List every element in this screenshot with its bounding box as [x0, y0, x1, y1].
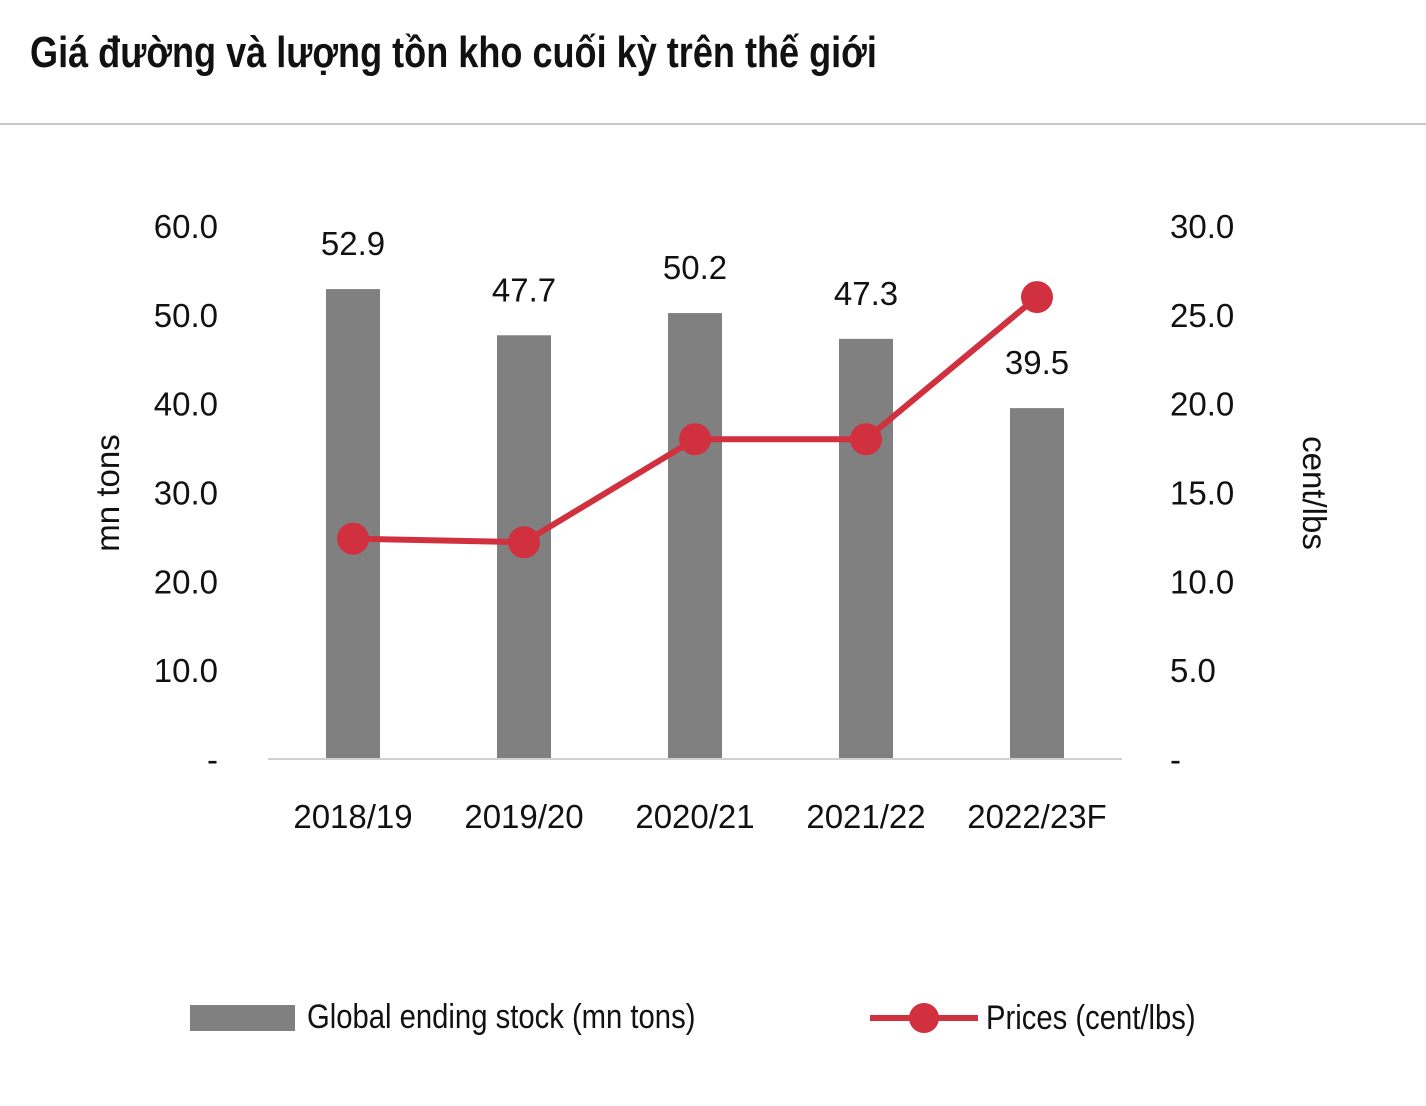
right-axis-tick: 5.0	[1170, 652, 1216, 689]
right-axis-tick: 10.0	[1170, 563, 1234, 600]
stock-bar	[668, 313, 722, 759]
stock-data-label: 50.2	[663, 249, 727, 286]
legend-item-stock: Global ending stock (mn tons)	[190, 998, 759, 1037]
x-axis-tick: 2019/20	[464, 798, 583, 835]
right-axis-ticks: - 5.0 10.0 15.0 20.0 25.0 30.0	[1170, 208, 1234, 778]
right-axis-tick: 30.0	[1170, 208, 1234, 245]
bar-series	[326, 289, 1064, 759]
price-point	[508, 526, 540, 559]
stock-data-label: 52.9	[321, 225, 385, 262]
left-axis-ticks: - 10.0 20.0 30.0 40.0 50.0 60.0	[154, 208, 218, 778]
combo-chart: - 10.0 20.0 30.0 40.0 50.0 60.0 - 5.0 10.0 15.0 20…	[89, 208, 1333, 835]
left-axis-tick: 50.0	[154, 297, 218, 334]
title-divider	[0, 123, 1426, 125]
price-line-series	[337, 281, 1053, 559]
left-axis-tick: -	[207, 741, 218, 778]
x-axis-tick: 2018/19	[293, 798, 412, 835]
right-axis-label: cent/lbs	[1296, 436, 1333, 550]
stock-bar	[1010, 408, 1064, 759]
left-axis-tick: 60.0	[154, 208, 218, 245]
right-axis-tick: 20.0	[1170, 386, 1234, 423]
price-point	[679, 423, 711, 456]
legend-label-stock: Global ending stock (mn tons)	[307, 998, 696, 1036]
left-axis-tick: 20.0	[154, 563, 218, 600]
price-point	[1021, 281, 1053, 314]
chart-title: Giá đường và lượng tồn kho cuối kỳ trên …	[30, 28, 877, 77]
bar-data-labels: 52.9 47.7 50.2 47.3 39.5	[321, 225, 1069, 381]
right-axis-tick: -	[1170, 741, 1181, 778]
x-axis-tick: 2022/23F	[967, 798, 1106, 835]
stock-data-label: 47.7	[492, 271, 556, 308]
left-axis-tick: 30.0	[154, 475, 218, 512]
left-axis-tick: 10.0	[154, 652, 218, 689]
price-point	[850, 423, 882, 456]
right-axis-tick: 25.0	[1170, 297, 1234, 334]
stock-data-label: 47.3	[834, 275, 898, 312]
legend-bar-swatch	[190, 1004, 295, 1031]
x-axis-tick: 2020/21	[635, 798, 754, 835]
legend-label-price: Prices (cent/lbs)	[986, 998, 1196, 1037]
x-axis-ticks: 2018/19 2019/20 2020/21 2021/22 2022/23F	[293, 798, 1106, 835]
x-axis-tick: 2021/22	[806, 798, 925, 835]
price-point	[337, 522, 369, 555]
left-axis-label: mn tons	[89, 434, 126, 551]
legend-item-price: Prices (cent/lbs)	[870, 998, 1230, 1038]
stock-data-label: 39.5	[1005, 344, 1069, 381]
right-axis-tick: 15.0	[1170, 475, 1234, 512]
left-axis-tick: 40.0	[154, 386, 218, 423]
stock-bar	[839, 338, 893, 759]
legend-line-swatch	[870, 1003, 978, 1033]
